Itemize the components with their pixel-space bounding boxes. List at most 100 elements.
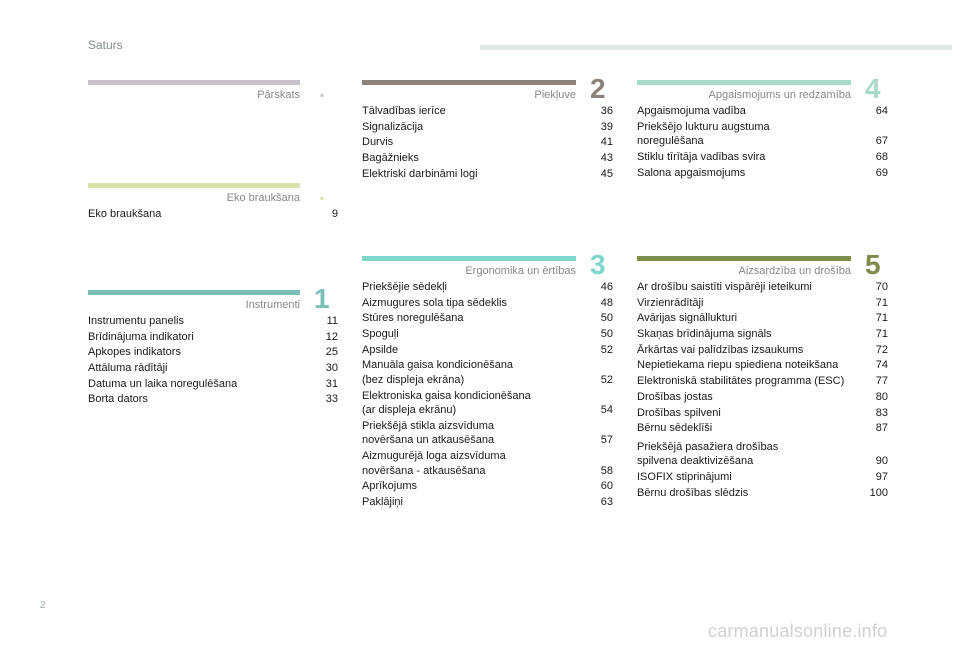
section-number: 1	[314, 283, 330, 314]
toc-item-label: ISOFIX stiprinājumi	[637, 470, 732, 483]
toc-item-label: Ar drošību saistīti vispārēji ieteikumi	[637, 281, 812, 293]
toc-list: Ar drošību saistīti vispārēji ieteikumi 7…	[637, 280, 888, 501]
toc-item-label: Elektroniska gaisa kondicionēšana (ar di…	[362, 389, 531, 417]
toc-item-label: Apsilde	[362, 343, 399, 356]
toc-item[interactable]: Priekšējā pasažiera drošības spilvena de…	[637, 440, 888, 469]
toc-item[interactable]: Ārkārtas vai palīdzības izsaukums 72	[637, 343, 888, 358]
toc-item[interactable]: Borta dators 33	[88, 392, 338, 407]
toc-item[interactable]: Durvis 41	[362, 135, 613, 150]
toc-item-page: 45	[600, 167, 613, 180]
toc-item[interactable]: Eko braukšana 9	[88, 207, 338, 222]
toc-item-label: Nepietiekama riepu spiediena noteikšana	[637, 359, 839, 372]
toc-item-label: Signalizācija	[362, 120, 424, 133]
toc-item[interactable]: Priekšējie sēdekļi 46	[362, 280, 613, 295]
toc-item[interactable]: ISOFIX stiprinājumi 97	[637, 470, 888, 485]
toc-item[interactable]: Aizmugures sola tipa sēdeklis 48	[362, 296, 613, 311]
section-number: 5	[865, 249, 881, 280]
section-bar	[362, 256, 576, 261]
toc-item-page: 50	[600, 328, 613, 341]
toc-item-label: Skaņas brīdinājuma signāls	[637, 328, 772, 341]
toc-item[interactable]: Aizmugurējā loga aizsvīduma novēršana - …	[362, 449, 613, 478]
toc-item[interactable]: Drošības spilveni 83	[637, 406, 888, 421]
toc-item[interactable]: Brīdinājuma indikatori 12	[88, 330, 338, 345]
toc-item-label: Virzienrādītāji	[637, 296, 704, 309]
toc-item[interactable]: Spoguļi 50	[362, 327, 613, 342]
toc-list: Instrumentu panelis 11 Brīdinājuma indika…	[88, 314, 338, 408]
toc-item-label: Datuma un laika noregulēšana	[88, 377, 238, 390]
toc-item-label: Priekšējā pasažiera drošības spilvena de…	[637, 440, 779, 468]
toc-item-page: 70	[875, 281, 888, 293]
toc-item-label: Spoguļi	[362, 328, 399, 341]
toc-item[interactable]: Instrumentu panelis 11	[88, 314, 338, 329]
section-parskats: Pārskats ▪	[88, 80, 324, 120]
toc-item-label: Elektriski darbināmi logi	[362, 167, 478, 180]
toc-item-page: 97	[875, 470, 888, 483]
toc-item[interactable]: Drošības jostas 80	[637, 390, 888, 405]
section-aizsardziba: Aizsardzība un drošība 5 Ar drošību sais…	[637, 250, 888, 506]
toc-item[interactable]: Salona apgaismojums 69	[637, 166, 888, 181]
toc-item[interactable]: Skaņas brīdinājuma signāls 71	[637, 327, 888, 342]
section-title: Aizsardzība un drošība	[738, 265, 851, 277]
toc-item[interactable]: Bagāžnieks 43	[362, 151, 613, 166]
toc-item-page: 33	[325, 393, 338, 406]
toc-item-label: Attāluma rādītāji	[88, 362, 168, 375]
toc-item-page: 71	[875, 296, 888, 309]
toc-item[interactable]: Nepietiekama riepu spiediena noteikšana 7…	[637, 358, 888, 373]
toc-item[interactable]: Aprīkojums 60	[362, 479, 613, 494]
toc-item-page: 31	[325, 377, 338, 390]
toc-item[interactable]: Elektroniskā stabilitātes programma (ESC…	[637, 374, 888, 389]
section-number: 3	[590, 249, 606, 280]
toc-item[interactable]: Ar drošību saistīti vispārēji ieteikumi 7…	[637, 280, 888, 295]
toc-item[interactable]: Stūres noregulēšana 50	[362, 311, 613, 326]
toc-item[interactable]: Avārijas signāllukturi 71	[637, 311, 888, 326]
toc-item-page: 71	[875, 328, 888, 341]
toc-item-page: 39	[600, 120, 613, 133]
toc-item[interactable]: Elektroniska gaisa kondicionēšana (ar di…	[362, 389, 613, 418]
toc-item-label: Priekšējie sēdekļi	[362, 281, 447, 293]
toc-item-label: Manuāla gaisa kondicionēšana (bez disple…	[362, 359, 514, 386]
toc-item[interactable]: Stiklu tīrītāja vadības svira 68	[637, 150, 888, 165]
toc-item[interactable]: Signalizācija 39	[362, 120, 613, 135]
toc-item-label: Ārkārtas vai palīdzības izsaukums	[637, 343, 804, 356]
section-apgaismojums: Apgaismojums un redzamība 4 Apgaismojuma…	[637, 74, 888, 190]
toc-list: Tālvadības ierīce 36 Signalizācija 39 Durv…	[362, 104, 613, 182]
toc-item-page: 43	[600, 152, 613, 165]
toc-item[interactable]: Priekšējo lukturu augstuma noregulēšana 6…	[637, 120, 888, 149]
toc-item[interactable]: Manuāla gaisa kondicionēšana (bez disple…	[362, 358, 613, 387]
toc-item-page: 30	[325, 362, 338, 375]
toc-item-label: Priekšējo lukturu augstuma noregulēšana	[637, 120, 770, 148]
section-ergonomika: Ergonomika un ērtības 3 Priekšējie sēdek…	[362, 250, 613, 508]
section-bar	[637, 80, 851, 85]
toc-item[interactable]: Attāluma rādītāji 30	[88, 361, 338, 376]
toc-item[interactable]: Datuma un laika noregulēšana 31	[88, 377, 338, 392]
toc-item-page: 50	[600, 312, 613, 325]
section-marker: ▪	[320, 88, 325, 102]
section-bar	[362, 80, 576, 85]
toc-item[interactable]: Apgaismojuma vadība 64	[637, 104, 888, 119]
section-title: Instrumenti	[245, 299, 300, 311]
toc-item-label: Aizmugurējā loga aizsvīduma novēršana - …	[362, 450, 506, 477]
section-bar	[88, 183, 300, 188]
toc-item[interactable]: Priekšējā stikla aizsvīduma novēršana un…	[362, 419, 613, 448]
toc-item-page: 80	[875, 390, 888, 403]
toc-item-label: Durvis	[362, 136, 394, 149]
section-bar	[88, 80, 300, 85]
toc-item-page: 83	[875, 406, 888, 419]
toc-item[interactable]: Virzienrādītāji 71	[637, 296, 888, 311]
toc-item[interactable]: Paklājiņi 63	[362, 495, 613, 510]
toc-item[interactable]: Tālvadības ierīce 36	[362, 104, 613, 119]
toc-list: Apgaismojuma vadība 64 Priekšējo lukturu …	[637, 104, 888, 181]
toc-item-label: Eko braukšana	[88, 208, 162, 220]
toc-item-label: Bērnu sēdeklīši	[637, 422, 713, 435]
toc-item[interactable]: Bērnu sēdeklīši 87	[637, 421, 888, 436]
toc-item-page: 77	[875, 375, 888, 388]
toc-item-page: 90	[875, 455, 888, 468]
toc-item[interactable]: Apkopes indikators 25	[88, 345, 338, 360]
toc-item[interactable]: Elektriski darbināmi logi 45	[362, 167, 613, 182]
toc-item-page: 68	[875, 150, 888, 163]
toc-item[interactable]: Bērnu drošības slēdzis 100	[637, 486, 888, 501]
toc-item-page: 48	[600, 296, 613, 309]
toc-item[interactable]: Apsilde 52	[362, 343, 613, 358]
toc-item-label: Bērnu drošības slēdzis	[637, 486, 749, 499]
section-number: 4	[865, 73, 881, 104]
